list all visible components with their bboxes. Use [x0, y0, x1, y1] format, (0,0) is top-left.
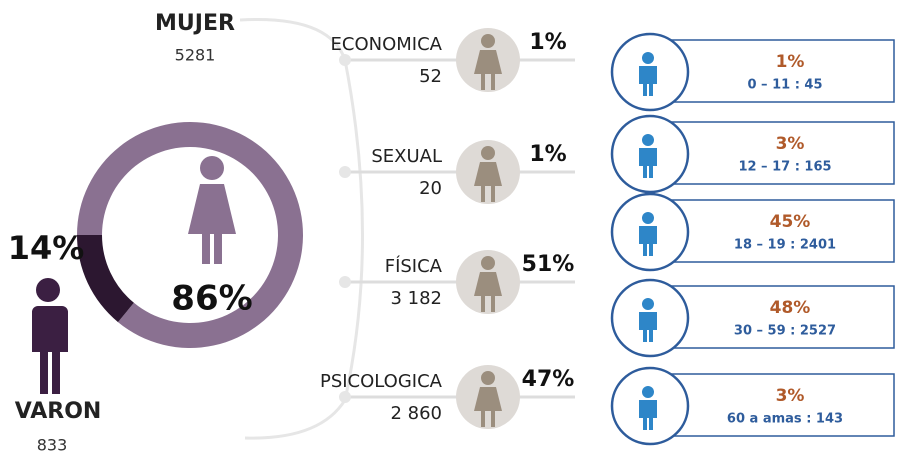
age-percent: 48%	[770, 298, 811, 318]
age-icon-head	[642, 386, 654, 398]
age-percent: 45%	[770, 212, 811, 232]
icon-head	[481, 256, 495, 270]
varon-count: 833	[37, 436, 68, 455]
connector-dot	[339, 391, 351, 403]
type-percent: 1%	[529, 30, 566, 55]
age-range: 60 a amas : 143	[727, 412, 843, 427]
age-percent: 3%	[776, 386, 805, 406]
type-name: ECONOMICA	[331, 34, 443, 55]
age-icon-body	[639, 148, 657, 178]
connector-dot	[339, 276, 351, 288]
type-name: SEXUAL	[371, 146, 442, 167]
donut-segment	[77, 235, 134, 323]
icon-body	[474, 162, 502, 202]
age-icon-head	[642, 134, 654, 146]
varon-label: VARON	[15, 399, 102, 424]
age-icon-head	[642, 212, 654, 224]
age-range: 18 – 19 : 2401	[734, 238, 836, 253]
type-count: 2 860	[390, 403, 442, 424]
type-name: FÍSICA	[385, 255, 443, 277]
age-icon-body	[639, 400, 657, 430]
age-box	[649, 199, 895, 263]
age-icon-body	[639, 312, 657, 342]
connector-dot	[339, 54, 351, 66]
donut-label: 14%	[8, 229, 85, 267]
type-percent: 47%	[522, 367, 575, 392]
type-count: 20	[419, 178, 442, 199]
age-percent: 3%	[776, 134, 805, 154]
icon-body	[474, 272, 502, 312]
connector-dot	[339, 166, 351, 178]
male-icon	[32, 278, 68, 394]
type-percent: 1%	[529, 142, 566, 167]
type-count: 3 182	[390, 288, 442, 309]
donut-label: 86%	[171, 279, 252, 319]
age-box	[649, 373, 895, 437]
type-count: 52	[419, 66, 442, 87]
age-box	[649, 39, 895, 103]
age-icon-head	[642, 52, 654, 64]
age-icon-body	[639, 226, 657, 256]
age-range: 30 – 59 : 2527	[734, 324, 836, 339]
icon-head	[481, 146, 495, 160]
icon-body	[474, 387, 502, 427]
type-percent: 51%	[522, 252, 575, 277]
connector-arc	[239, 18, 364, 440]
icon-body	[474, 50, 502, 90]
mujer-label: MUJER	[155, 11, 235, 36]
age-range: 0 – 11 : 45	[747, 78, 822, 93]
age-icon-head	[642, 298, 654, 310]
mujer-count: 5281	[175, 46, 216, 65]
age-percent: 1%	[776, 52, 805, 72]
female-icon	[188, 156, 236, 264]
age-range: 12 – 17 : 165	[738, 160, 831, 175]
type-name: PSICOLOGICA	[320, 371, 443, 392]
age-box	[649, 285, 895, 349]
icon-head	[481, 371, 495, 385]
icon-head	[481, 34, 495, 48]
age-icon-body	[639, 66, 657, 96]
